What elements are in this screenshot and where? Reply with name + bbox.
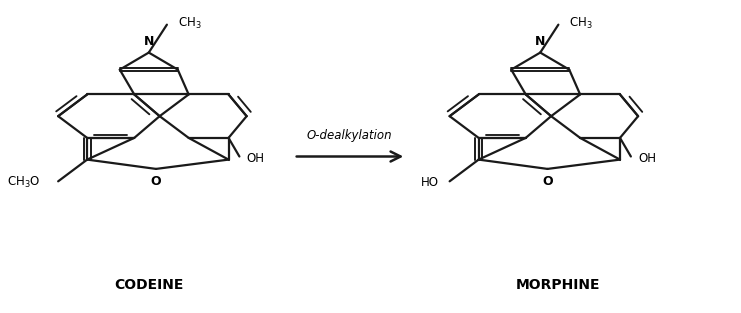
- Text: N: N: [144, 35, 154, 48]
- Text: O: O: [542, 175, 553, 188]
- Text: O: O: [150, 175, 162, 188]
- Text: CODEINE: CODEINE: [114, 278, 184, 292]
- Text: OH: OH: [638, 151, 656, 165]
- Text: OH: OH: [247, 151, 265, 165]
- Text: N: N: [535, 35, 545, 48]
- Text: CH$_3$: CH$_3$: [178, 16, 202, 31]
- Text: CH$_3$: CH$_3$: [569, 16, 593, 31]
- Text: MORPHINE: MORPHINE: [516, 278, 601, 292]
- Text: CH$_3$O: CH$_3$O: [7, 175, 40, 190]
- Text: HO: HO: [421, 176, 439, 189]
- Text: O-dealkylation: O-dealkylation: [307, 129, 393, 141]
